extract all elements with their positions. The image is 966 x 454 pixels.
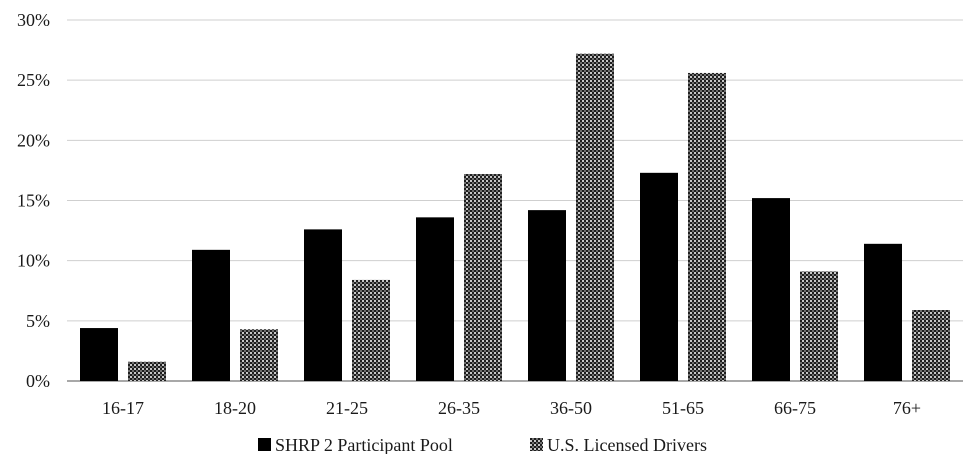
x-tick-label: 21-25 (326, 398, 368, 418)
bar-us-licensed-drivers (352, 279, 390, 381)
bar-shrp2-participant-pool (528, 210, 566, 381)
bar-shrp2-participant-pool (80, 328, 118, 381)
x-axis-ticks: 16-17 18-20 21-25 26-35 36-50 51-65 66-75 76+ (102, 398, 921, 418)
bar-shrp2-participant-pool (304, 229, 342, 381)
x-tick-label: 16-17 (102, 398, 144, 418)
bar-shrp2-participant-pool (192, 249, 230, 381)
x-tick-label: 66-75 (774, 398, 816, 418)
bar-us-licensed-drivers (576, 53, 614, 382)
bars (80, 53, 950, 382)
legend-label: SHRP 2 Participant Pool (275, 435, 453, 454)
bar-shrp2-participant-pool (416, 217, 454, 381)
y-tick-label: 15% (17, 191, 50, 211)
y-tick-label: 0% (26, 371, 50, 391)
legend: SHRP 2 Participant Pool U.S. Licensed Dri… (258, 435, 707, 454)
y-tick-label: 10% (17, 251, 50, 271)
bar-us-licensed-drivers (800, 271, 838, 381)
bar-us-licensed-drivers (912, 310, 950, 381)
bar-shrp2-participant-pool (640, 172, 678, 381)
y-axis-ticks: 0% 5% 10% 15% 20% 25% 30% (17, 10, 50, 391)
bar-us-licensed-drivers (464, 174, 502, 381)
legend-label: U.S. Licensed Drivers (547, 435, 707, 454)
x-tick-label: 51-65 (662, 398, 704, 418)
x-tick-label: 76+ (893, 398, 921, 418)
x-tick-label: 26-35 (438, 398, 480, 418)
y-tick-label: 30% (17, 10, 50, 30)
bar-shrp2-participant-pool (752, 198, 790, 381)
legend-swatch-us-drivers (530, 438, 543, 451)
bar-us-licensed-drivers (240, 329, 278, 381)
legend-swatch-shrp2 (258, 438, 271, 451)
bar-shrp2-participant-pool (864, 243, 902, 381)
y-tick-label: 25% (17, 70, 50, 90)
y-tick-label: 5% (26, 311, 50, 331)
bar-us-licensed-drivers (128, 361, 166, 381)
x-tick-label: 18-20 (214, 398, 256, 418)
y-tick-label: 20% (17, 130, 50, 150)
bar-us-licensed-drivers (688, 72, 726, 382)
x-tick-label: 36-50 (550, 398, 592, 418)
